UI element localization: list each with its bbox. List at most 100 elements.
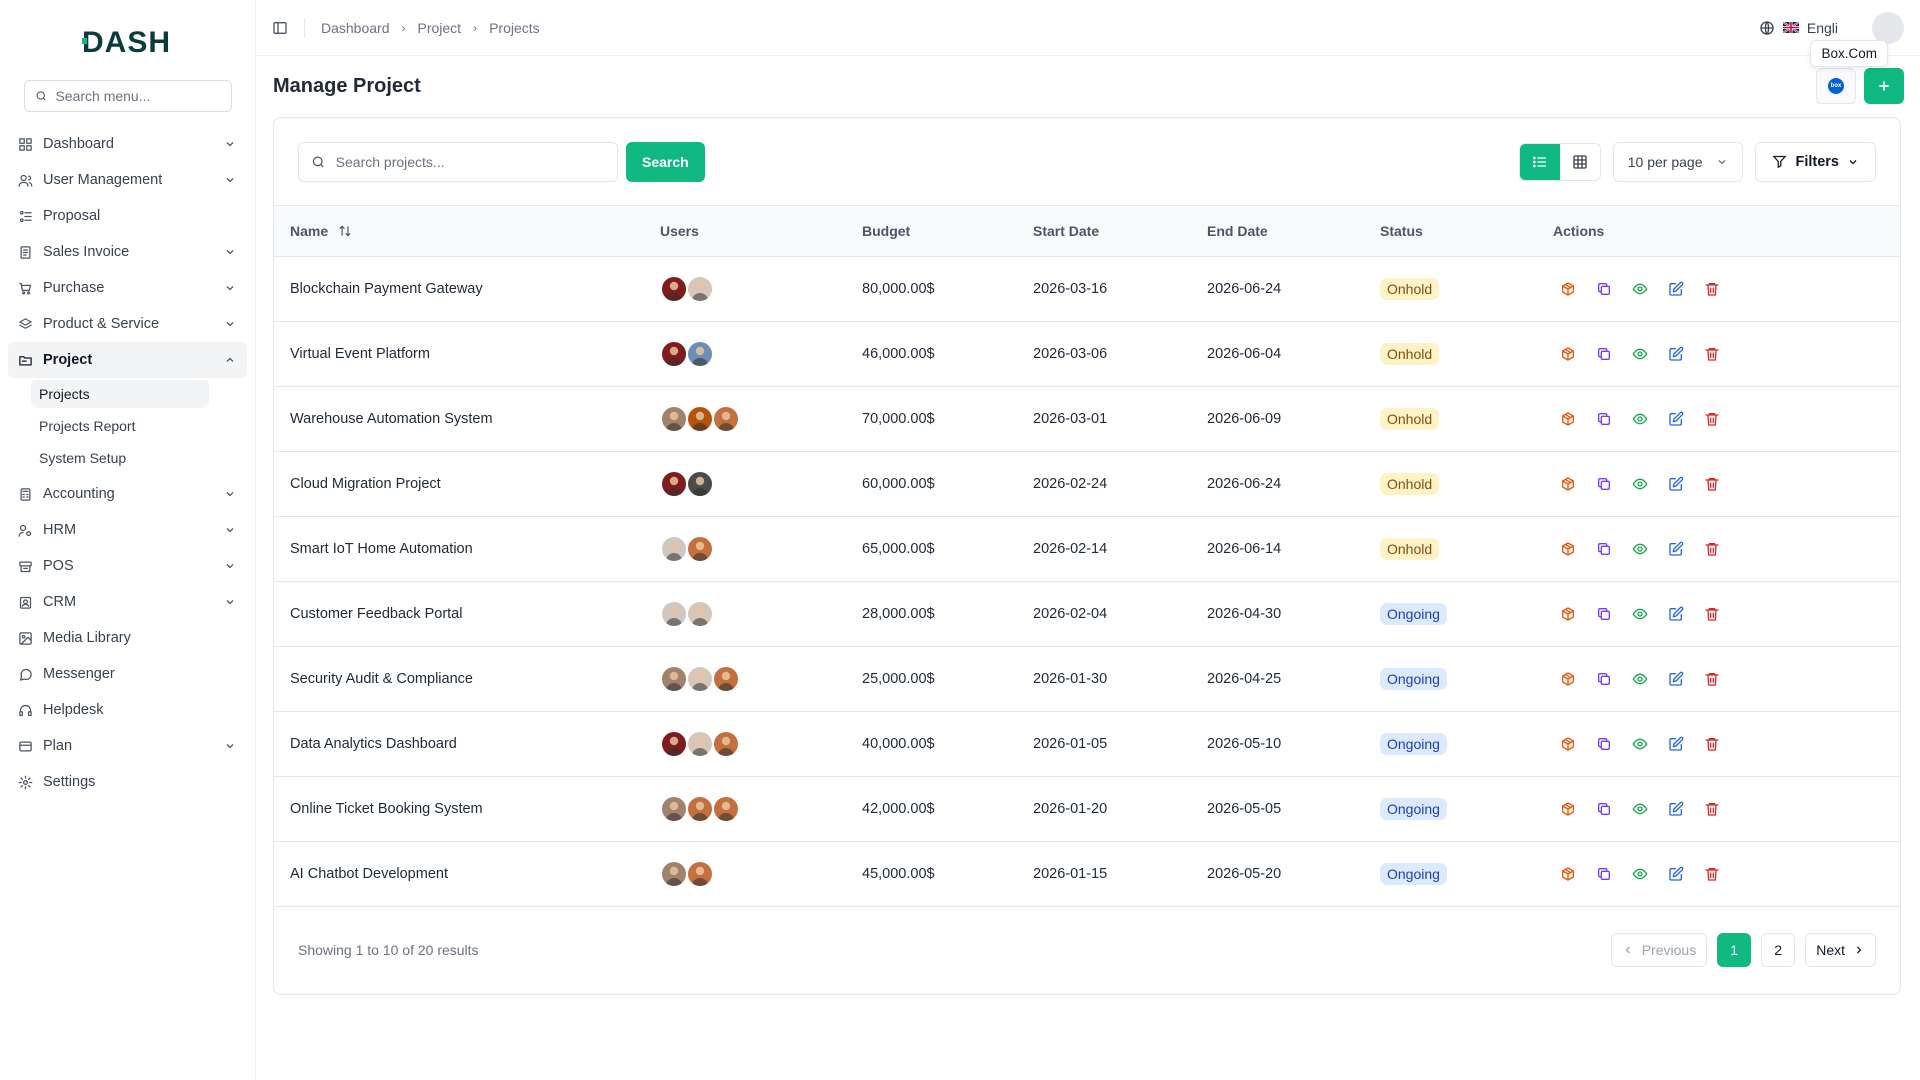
user-avatar[interactable] <box>660 859 688 888</box>
sidebar-item-project[interactable]: Project <box>8 342 247 378</box>
edit-action[interactable] <box>1667 670 1685 688</box>
eye-action[interactable] <box>1631 280 1649 298</box>
user-avatar[interactable] <box>686 274 714 303</box>
previous-page-button[interactable]: Previous <box>1610 932 1708 967</box>
edit-action[interactable] <box>1667 410 1685 428</box>
edit-action[interactable] <box>1667 800 1685 818</box>
box-integration-button[interactable]: box <box>1816 68 1856 104</box>
sidebar-item-user-management[interactable]: User Management <box>8 162 247 198</box>
copy-action[interactable] <box>1595 735 1613 753</box>
user-avatar[interactable] <box>686 339 714 368</box>
trash-action[interactable] <box>1703 800 1721 818</box>
edit-action[interactable] <box>1667 605 1685 623</box>
user-avatar[interactable] <box>660 729 688 758</box>
breadcrumb-dashboard[interactable]: Dashboard <box>321 19 390 36</box>
language-selector[interactable]: Engli <box>1806 19 1838 36</box>
eye-action[interactable] <box>1631 605 1649 623</box>
sidebar-item-pos[interactable]: POS <box>8 548 247 584</box>
trash-action[interactable] <box>1703 410 1721 428</box>
edit-action[interactable] <box>1667 345 1685 363</box>
page-2-button[interactable]: 2 <box>1761 932 1796 967</box>
project-name[interactable]: Warehouse Automation System <box>274 386 660 452</box>
trash-action[interactable] <box>1703 540 1721 558</box>
trash-action[interactable] <box>1703 865 1721 883</box>
user-avatar[interactable] <box>660 404 688 433</box>
search-button[interactable]: Search <box>626 141 705 182</box>
sidebar-item-product-service[interactable]: Product & Service <box>8 306 247 342</box>
copy-action[interactable] <box>1595 280 1613 298</box>
sidebar-item-hrm[interactable]: HRM <box>8 512 247 548</box>
package-action[interactable] <box>1559 475 1577 493</box>
eye-action[interactable] <box>1631 670 1649 688</box>
sidebar-item-plan[interactable]: Plan <box>8 728 247 764</box>
copy-action[interactable] <box>1595 345 1613 363</box>
package-action[interactable] <box>1559 735 1577 753</box>
submenu-item-projects-report[interactable]: Projects Report <box>39 418 136 434</box>
trash-action[interactable] <box>1703 345 1721 363</box>
user-avatar[interactable] <box>660 599 688 628</box>
eye-action[interactable] <box>1631 865 1649 883</box>
trash-action[interactable] <box>1703 670 1721 688</box>
edit-action[interactable] <box>1667 865 1685 883</box>
package-action[interactable] <box>1559 800 1577 818</box>
sort-icon[interactable] <box>338 224 352 238</box>
user-avatar[interactable] <box>1872 11 1904 44</box>
user-avatar[interactable] <box>686 599 714 628</box>
eye-action[interactable] <box>1631 410 1649 428</box>
user-avatar[interactable] <box>686 404 714 433</box>
list-view-button[interactable] <box>1519 143 1560 180</box>
eye-action[interactable] <box>1631 735 1649 753</box>
column-name[interactable]: Name <box>274 206 660 257</box>
user-avatar[interactable] <box>660 794 688 823</box>
project-name[interactable]: Cloud Migration Project <box>274 451 660 517</box>
project-name[interactable]: Security Audit & Compliance <box>274 646 660 712</box>
submenu-item-projects[interactable]: Projects <box>31 380 209 408</box>
package-action[interactable] <box>1559 345 1577 363</box>
user-avatar[interactable] <box>712 404 740 433</box>
eye-action[interactable] <box>1631 540 1649 558</box>
edit-action[interactable] <box>1667 540 1685 558</box>
copy-action[interactable] <box>1595 410 1613 428</box>
eye-action[interactable] <box>1631 475 1649 493</box>
copy-action[interactable] <box>1595 865 1613 883</box>
sidebar-item-crm[interactable]: CRM <box>8 584 247 620</box>
brand-logo[interactable]: DASH <box>0 0 255 80</box>
user-avatar[interactable] <box>686 664 714 693</box>
sidebar-item-messenger[interactable]: Messenger <box>8 656 247 692</box>
package-action[interactable] <box>1559 540 1577 558</box>
next-page-button[interactable]: Next <box>1805 932 1876 967</box>
project-name[interactable]: Data Analytics Dashboard <box>274 711 660 777</box>
project-name[interactable]: AI Chatbot Development <box>274 841 660 907</box>
copy-action[interactable] <box>1595 670 1613 688</box>
package-action[interactable] <box>1559 865 1577 883</box>
eye-action[interactable] <box>1631 345 1649 363</box>
project-name[interactable]: Customer Feedback Portal <box>274 581 660 647</box>
user-avatar[interactable] <box>712 664 740 693</box>
page-1-button[interactable]: 1 <box>1717 932 1752 967</box>
user-avatar[interactable] <box>660 274 688 303</box>
submenu-item-system-setup[interactable]: System Setup <box>39 450 127 466</box>
package-action[interactable] <box>1559 670 1577 688</box>
project-name[interactable]: Smart IoT Home Automation <box>274 516 660 582</box>
sidebar-toggle-icon[interactable] <box>272 19 290 37</box>
user-avatar[interactable] <box>712 729 740 758</box>
copy-action[interactable] <box>1595 540 1613 558</box>
sidebar-item-helpdesk[interactable]: Helpdesk <box>8 692 247 728</box>
user-avatar[interactable] <box>660 469 688 498</box>
edit-action[interactable] <box>1667 280 1685 298</box>
copy-action[interactable] <box>1595 605 1613 623</box>
sidebar-item-settings[interactable]: Settings <box>8 764 247 800</box>
user-avatar[interactable] <box>686 534 714 563</box>
sidebar-item-dashboard[interactable]: Dashboard <box>8 126 247 162</box>
user-avatar[interactable] <box>660 339 688 368</box>
project-name[interactable]: Blockchain Payment Gateway <box>274 256 660 322</box>
project-name[interactable]: Online Ticket Booking System <box>274 776 660 842</box>
user-avatar[interactable] <box>686 794 714 823</box>
user-avatar[interactable] <box>660 664 688 693</box>
sidebar-item-accounting[interactable]: Accounting <box>8 476 247 512</box>
filters-button[interactable]: Filters <box>1755 141 1876 182</box>
copy-action[interactable] <box>1595 475 1613 493</box>
sidebar-item-sales-invoice[interactable]: Sales Invoice <box>8 234 247 270</box>
user-avatar[interactable] <box>686 469 714 498</box>
eye-action[interactable] <box>1631 800 1649 818</box>
